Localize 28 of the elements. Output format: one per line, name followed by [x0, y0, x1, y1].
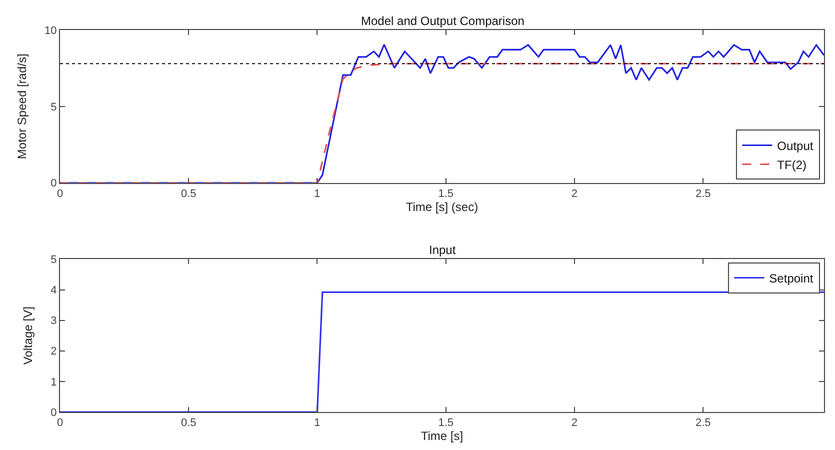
- y-tick-label: 0: [50, 178, 57, 190]
- y-tick-label: 0: [50, 406, 57, 419]
- y-tick-label: 5: [50, 254, 57, 266]
- x-tick-label: 1.5: [438, 188, 454, 200]
- x-tick-label: 2.5: [695, 417, 711, 430]
- x-tick-label: 2.5: [695, 188, 711, 200]
- y-axis-title: Motor Speed [rad/s]: [14, 54, 29, 160]
- x-tick-label: 0.5: [180, 417, 196, 430]
- legend-label: TF(2): [777, 158, 807, 172]
- y-tick-label: 10: [44, 24, 57, 37]
- x-tick-label: 1: [314, 417, 320, 430]
- y-tick-label: 3: [50, 315, 57, 328]
- y-tick-label: 1: [50, 376, 57, 388]
- legend-label: Output: [777, 138, 814, 153]
- y-axis-title: Voltage [V]: [20, 306, 35, 365]
- y-tick-label: 2: [50, 346, 57, 358]
- x-tick-label: 2: [571, 417, 578, 430]
- y-tick-label: 4: [50, 284, 57, 297]
- y-tick-label: 5: [50, 101, 57, 114]
- x-axis-title: Time [s] (sec): [406, 200, 478, 214]
- x-tick-label: 2: [571, 188, 578, 200]
- x-axis-title: Time [s]: [420, 429, 464, 444]
- legend-label: Setpoint: [769, 271, 814, 286]
- chart-title: Model and Output Comparison: [361, 14, 524, 28]
- x-tick-label: 0.5: [180, 188, 196, 200]
- chart-title: Input: [429, 243, 456, 257]
- x-tick-label: 1: [314, 188, 320, 200]
- x-tick-label: 1.5: [438, 417, 454, 430]
